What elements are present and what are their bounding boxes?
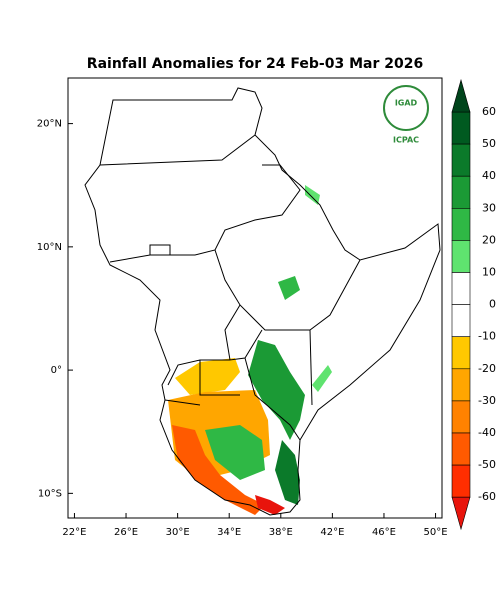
x-tick-label: 26°E: [114, 527, 138, 538]
logo-ring: [383, 85, 429, 131]
colorbar-segment: [451, 208, 471, 241]
colorbar-under: [451, 496, 471, 531]
colorbar-segment: [451, 368, 471, 402]
colorbar-segment: [451, 240, 471, 273]
y-tick-label: 20°N: [37, 119, 62, 130]
x-tick-label: 46°E: [372, 527, 396, 538]
colorbar-segment: [451, 400, 471, 434]
boundaries: [84, 87, 441, 516]
logo-top: IGAD: [395, 99, 418, 108]
colorbar-segment: [451, 464, 471, 498]
colorbar-segment: [451, 143, 471, 177]
x-tick-label: 22°E: [62, 527, 86, 538]
title: Rainfall Anomalies for 24 Feb-03 Mar 202…: [87, 56, 423, 72]
y-tick-label: 0°: [51, 365, 62, 376]
colorbar-label: -60: [478, 490, 496, 503]
colorbar-segment: [451, 175, 471, 209]
x-tick-label: 34°E: [217, 527, 241, 538]
x-tick-label: 38°E: [269, 527, 293, 538]
colorbar-label: 60: [482, 105, 496, 118]
colorbar-segment: [451, 111, 471, 145]
logo: IGAD ICPAC: [383, 85, 429, 145]
colorbar-label: 0: [489, 298, 496, 311]
x-tick-label: 50°E: [424, 527, 448, 538]
colorbar-label: -40: [478, 426, 496, 439]
colorbar-label: 30: [482, 201, 496, 214]
logo-bottom: ICPAC: [393, 136, 419, 145]
colorbar-segment: [451, 304, 471, 338]
y-tick-label: 10°S: [38, 488, 62, 499]
colorbar-label: -20: [478, 362, 496, 375]
colorbar-segment: [451, 272, 471, 305]
colorbar-segment: [451, 432, 471, 466]
x-tick-label: 42°E: [320, 527, 344, 538]
x-tick-label: 30°E: [166, 527, 190, 538]
colorbar-label: 50: [482, 137, 496, 150]
colorbar-label: -10: [478, 330, 496, 343]
y-tick-label: 10°N: [37, 242, 62, 253]
colorbar-label: 10: [482, 266, 496, 279]
map-frame: [67, 77, 443, 519]
colorbar-label: 40: [482, 169, 496, 182]
anomaly-fields: [168, 185, 332, 515]
colorbar-label: 20: [482, 233, 496, 246]
colorbar-label: -30: [478, 394, 496, 407]
colorbar-over: [451, 78, 471, 113]
colorbar-label: -50: [478, 458, 496, 471]
colorbar-segment: [451, 336, 471, 370]
